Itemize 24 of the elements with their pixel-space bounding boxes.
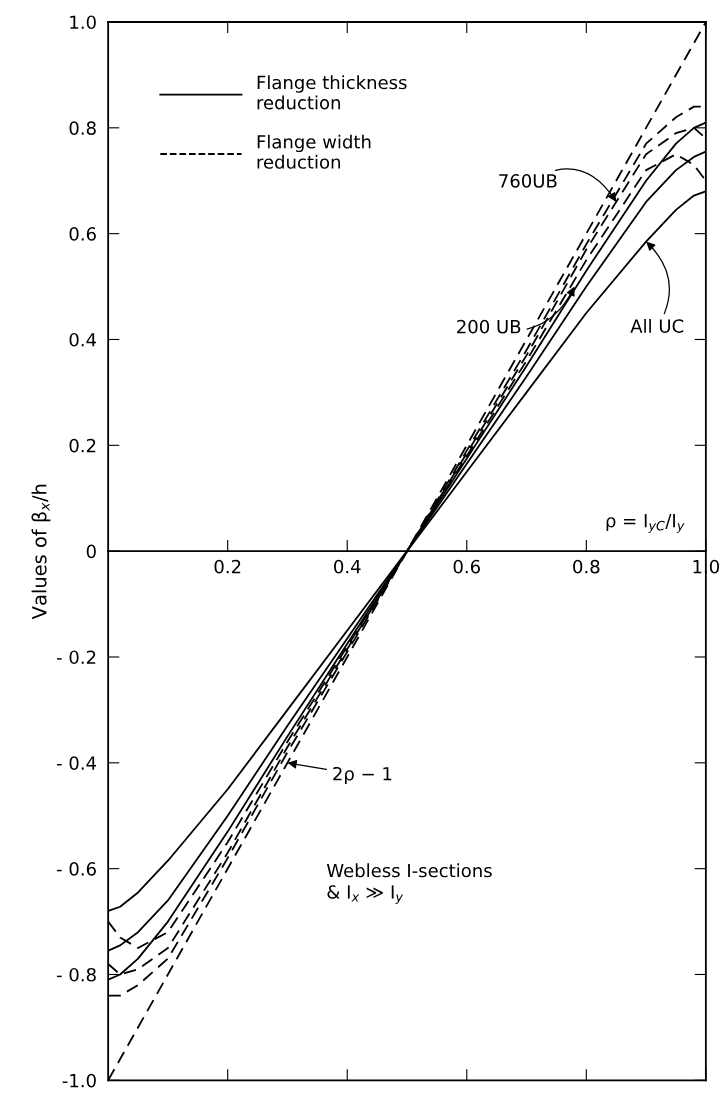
y-tick-label: - 0.8 xyxy=(56,967,96,982)
y-tick-label: 0.4 xyxy=(69,332,97,347)
annotation: 200 UB xyxy=(457,319,521,334)
y-tick-label: 0.6 xyxy=(69,227,96,241)
y-tick-label: 0 xyxy=(86,544,96,559)
x-tick-label: 0.2 xyxy=(214,559,241,574)
x-tick-label: 0.6 xyxy=(453,559,480,574)
y-tick-label: - 0.4 xyxy=(56,756,97,770)
legend-label: Flange thickness reduction xyxy=(257,75,407,110)
annotation: 760UB xyxy=(499,174,557,188)
y-tick-label: -1.0 xyxy=(62,1073,96,1088)
y-axis-title: Values of β$_{x}$/h xyxy=(31,484,51,620)
annotation: Webless I-sections & I$_{x}$ ≫ I$_{y}$ xyxy=(326,863,492,905)
legend-label: Flange width reduction xyxy=(257,134,371,169)
y-tick-label: 1.0 xyxy=(70,15,96,30)
x-tick-label: 0.8 xyxy=(573,559,600,574)
annotation: All UC xyxy=(630,318,684,333)
y-tick-label: 0.8 xyxy=(69,121,96,135)
y-tick-label: - 0.2 xyxy=(56,650,96,665)
y-tick-label: 0.2 xyxy=(69,438,96,453)
y-tick-label: - 0.6 xyxy=(56,862,96,876)
x-tick-label: 0.4 xyxy=(334,559,361,574)
annotation: ρ = I$_{yC}$/I$_{y}$ xyxy=(606,514,685,533)
annotation: 2ρ − 1 xyxy=(333,766,392,785)
